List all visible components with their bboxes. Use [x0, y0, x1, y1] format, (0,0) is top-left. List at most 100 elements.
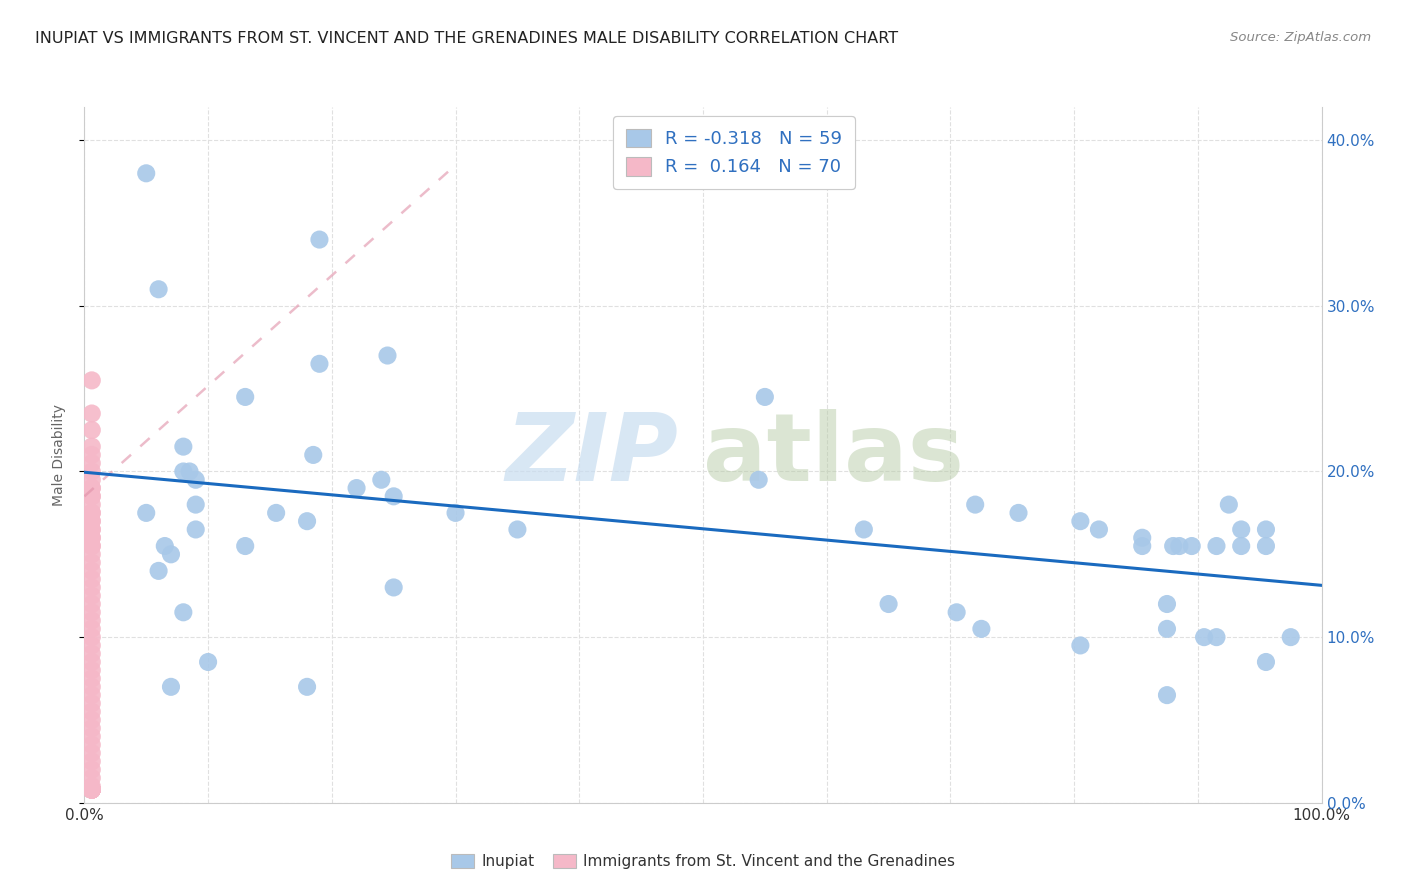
Point [1279, 630, 1302, 644]
Point [80, 523, 103, 537]
Point [80, 688, 103, 702]
Point [179, 465, 201, 479]
Point [160, 680, 183, 694]
Point [135, 166, 157, 180]
Point [80, 572, 103, 586]
Point [264, 506, 287, 520]
Point [80, 489, 103, 503]
Point [80, 782, 103, 797]
Point [80, 746, 103, 760]
Y-axis label: Male Disability: Male Disability [52, 404, 66, 506]
Point [1230, 539, 1253, 553]
Point [172, 440, 194, 454]
Point [295, 680, 318, 694]
Point [444, 506, 467, 520]
Point [80, 589, 103, 603]
Point [184, 523, 207, 537]
Point [1181, 539, 1204, 553]
Point [1254, 539, 1277, 553]
Point [80, 581, 103, 595]
Point [80, 423, 103, 437]
Point [80, 782, 103, 797]
Point [80, 639, 103, 653]
Point [80, 755, 103, 769]
Point [1192, 630, 1215, 644]
Text: Source: ZipAtlas.com: Source: ZipAtlas.com [1230, 31, 1371, 45]
Point [1254, 655, 1277, 669]
Point [80, 782, 103, 797]
Point [80, 473, 103, 487]
Point [80, 498, 103, 512]
Point [80, 782, 103, 797]
Point [382, 581, 405, 595]
Point [80, 697, 103, 711]
Point [295, 514, 318, 528]
Point [1130, 531, 1153, 545]
Point [506, 523, 529, 537]
Point [80, 782, 103, 797]
Point [80, 782, 103, 797]
Point [945, 605, 967, 619]
Point [80, 531, 103, 545]
Point [965, 498, 987, 512]
Text: atlas: atlas [703, 409, 965, 501]
Point [1254, 523, 1277, 537]
Point [80, 782, 103, 797]
Point [172, 465, 194, 479]
Point [80, 407, 103, 421]
Legend: Inupiat, Immigrants from St. Vincent and the Grenadines: Inupiat, Immigrants from St. Vincent and… [444, 848, 962, 875]
Point [80, 782, 103, 797]
Point [80, 763, 103, 777]
Point [80, 556, 103, 570]
Point [302, 448, 325, 462]
Point [852, 523, 875, 537]
Point [1168, 539, 1191, 553]
Legend: R = -0.318   N = 59, R =  0.164   N = 70: R = -0.318 N = 59, R = 0.164 N = 70 [613, 116, 855, 189]
Point [80, 456, 103, 470]
Point [1205, 539, 1227, 553]
Point [135, 506, 157, 520]
Point [80, 782, 103, 797]
Point [80, 647, 103, 661]
Point [80, 782, 103, 797]
Point [80, 630, 103, 644]
Point [80, 514, 103, 528]
Point [80, 782, 103, 797]
Text: INUPIAT VS IMMIGRANTS FROM ST. VINCENT AND THE GRENADINES MALE DISABILITY CORREL: INUPIAT VS IMMIGRANTS FROM ST. VINCENT A… [35, 31, 898, 46]
Point [80, 539, 103, 553]
Point [184, 473, 207, 487]
Point [184, 498, 207, 512]
Point [1130, 539, 1153, 553]
Point [877, 597, 900, 611]
Point [1088, 523, 1111, 537]
Point [1007, 506, 1029, 520]
Point [377, 349, 399, 363]
Point [80, 782, 103, 797]
Point [80, 605, 103, 619]
Point [80, 597, 103, 611]
Point [80, 738, 103, 752]
Point [80, 663, 103, 677]
Point [80, 680, 103, 694]
Point [80, 730, 103, 744]
Point [80, 489, 103, 503]
Point [346, 481, 368, 495]
Point [80, 782, 103, 797]
Point [80, 564, 103, 578]
Point [80, 672, 103, 686]
Point [80, 523, 103, 537]
Point [233, 390, 256, 404]
Point [172, 605, 194, 619]
Point [1069, 639, 1091, 653]
Point [148, 564, 170, 578]
Point [1156, 622, 1178, 636]
Point [1230, 523, 1253, 537]
Point [80, 481, 103, 495]
Point [754, 390, 776, 404]
Point [80, 782, 103, 797]
Point [370, 473, 392, 487]
Point [80, 506, 103, 520]
Point [80, 655, 103, 669]
Point [308, 233, 330, 247]
Point [80, 448, 103, 462]
